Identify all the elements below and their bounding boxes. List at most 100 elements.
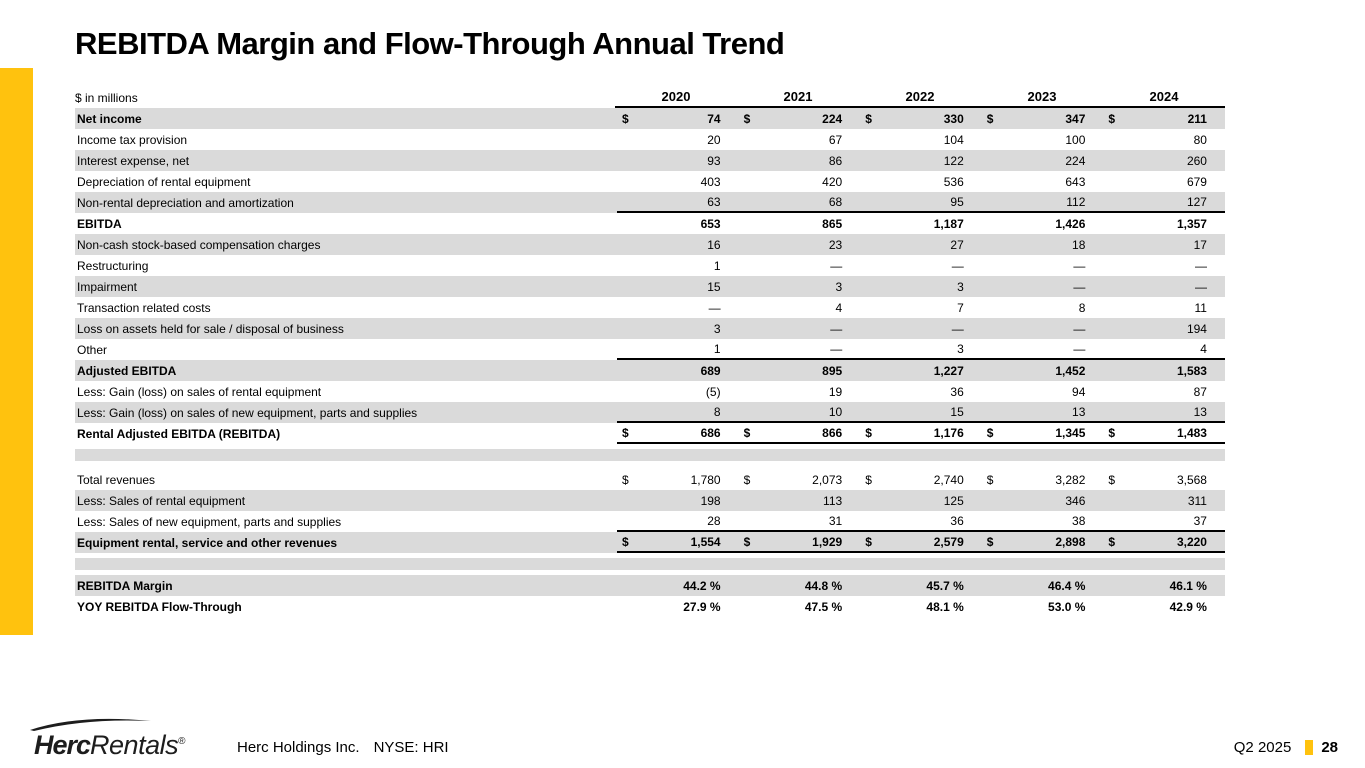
dollar-sign: $ <box>865 111 872 126</box>
cell-value: 679 <box>1186 174 1207 189</box>
table-cell: — <box>982 339 1104 358</box>
row-label: Interest expense, net <box>77 153 190 168</box>
table-cell: $1,345 <box>982 423 1104 442</box>
cell-value: — <box>1073 279 1086 294</box>
table-cell: 1 <box>617 255 739 276</box>
cell-value: 80 <box>1193 132 1207 147</box>
table-cell: $224 <box>739 108 861 129</box>
table-cell: 37 <box>1103 511 1225 530</box>
row-label: REBITDA Margin <box>77 578 173 593</box>
table-cell: 17 <box>1103 234 1225 255</box>
logo-herc: Herc <box>34 730 91 760</box>
quarter-label: Q2 2025 <box>1233 739 1292 756</box>
table-row: Rental Adjusted EBITDA (REBITDA) $686 $866… <box>75 423 1225 444</box>
cell-value: 15 <box>950 404 964 419</box>
dollar-sign: $ <box>865 534 872 549</box>
footer-right: Q2 2025 28 <box>1234 739 1338 756</box>
cell-value: 1,176 <box>933 425 964 440</box>
dollar-sign: $ <box>743 111 751 126</box>
table-cell: 93 <box>617 150 739 171</box>
table-spacer-row <box>75 449 1225 461</box>
slide-title: REBITDA Margin and Flow-Through Annual T… <box>75 26 785 61</box>
cell-value: 94 <box>1072 384 1086 399</box>
table-cell: 346 <box>982 490 1104 511</box>
cell-value: 8 <box>1078 300 1086 315</box>
cell-value: 1,554 <box>690 534 721 549</box>
cell-value: 1 <box>713 258 721 273</box>
cell-value: 44.2 % <box>683 578 721 593</box>
cell-value: 1,187 <box>933 216 964 231</box>
row-values: 16 23 27 18 17 <box>617 234 1225 255</box>
cell-value: 311 <box>1187 493 1207 508</box>
table-cell: 895 <box>739 360 861 381</box>
financial-table: $ in millions 2020 2021 2022 2023 2024 N… <box>75 88 1225 617</box>
table-cell: 16 <box>617 234 739 255</box>
cell-value: — <box>1194 258 1207 273</box>
cell-value: 86 <box>828 153 843 168</box>
cell-value: — <box>708 300 721 315</box>
cell-value: 536 <box>943 174 964 189</box>
table-cell: 46.1 % <box>1103 575 1225 596</box>
table-cell: 4 <box>1103 339 1225 358</box>
cell-value: 403 <box>700 174 721 189</box>
row-values: 1 — — — — <box>617 255 1225 276</box>
year-header-2021: 2021 <box>783 89 813 104</box>
row-values: $74 $224 $330 $347 $211 <box>617 108 1225 129</box>
table-cell: 15 <box>617 276 739 297</box>
row-values: 198 113 125 346 311 <box>617 490 1225 511</box>
table-row: Less: Gain (loss) on sales of new equipm… <box>75 402 1225 423</box>
dollar-sign: $ <box>986 534 994 549</box>
dollar-sign: $ <box>743 472 751 487</box>
table-row: REBITDA Margin 44.2 % 44.8 % 45.7 % 46.4 % 46… <box>75 575 1225 596</box>
table-cell: 7 <box>860 297 982 318</box>
table-cell: $74 <box>617 108 739 129</box>
table-cell: 311 <box>1103 490 1225 511</box>
table-cell: $1,554 <box>617 532 739 551</box>
cell-value: 23 <box>828 237 843 252</box>
cell-value: 260 <box>1186 153 1207 168</box>
table-cell: 28 <box>617 511 739 530</box>
cell-value: 68 <box>828 194 843 209</box>
table-cell: 1,426 <box>982 213 1104 234</box>
table-cell: $1,176 <box>860 423 982 442</box>
row-label: Equipment rental, service and other reve… <box>77 535 338 550</box>
table-cell: 3 <box>739 276 861 297</box>
table-cell: 94 <box>982 381 1104 402</box>
cell-value: 2,898 <box>1055 534 1086 549</box>
table-row: Less: Sales of new equipment, parts and … <box>75 511 1225 532</box>
table-cell: 1 <box>617 339 739 358</box>
table-cell: 127 <box>1103 192 1225 211</box>
cell-value: 10 <box>828 404 843 419</box>
dollar-sign: $ <box>743 534 751 549</box>
cell-value: 653 <box>700 216 721 231</box>
table-cell: 23 <box>739 234 861 255</box>
row-values: 1 — 3 — 4 <box>617 339 1225 360</box>
row-values: 3 — — — 194 <box>617 318 1225 339</box>
table-row: Less: Sales of rental equipment 198 113 125… <box>75 490 1225 511</box>
row-label: Income tax provision <box>77 132 188 147</box>
row-values: 93 86 122 224 260 <box>617 150 1225 171</box>
cell-value: (5) <box>705 384 721 399</box>
cell-value: 13 <box>1193 404 1207 419</box>
cell-value: 1,780 <box>690 472 721 487</box>
row-values: 28 31 36 38 37 <box>617 511 1225 532</box>
table-row: Total revenues $1,780 $2,073 $2,740 $3,282 $3… <box>75 469 1225 490</box>
table-cell: 4 <box>739 297 861 318</box>
table-cell: 1,227 <box>860 360 982 381</box>
cell-value: 1,357 <box>1176 216 1207 231</box>
cell-value: 87 <box>1193 384 1207 399</box>
cell-value: 643 <box>1065 174 1086 189</box>
cell-value: 27 <box>950 237 964 252</box>
table-cell: 27 <box>860 234 982 255</box>
table-cell: $330 <box>860 108 982 129</box>
cell-value: 19 <box>828 384 843 399</box>
row-values: 44.2 % 44.8 % 45.7 % 46.4 % 46.1 % <box>617 575 1225 596</box>
cell-value: 346 <box>1065 493 1086 508</box>
row-values: 20 67 104 100 80 <box>617 129 1225 150</box>
table-cell: 1,187 <box>860 213 982 234</box>
table-cell: $211 <box>1103 108 1225 129</box>
cell-value: — <box>1073 258 1086 273</box>
cell-value: — <box>830 321 843 336</box>
table-row: Non-rental depreciation and amortization… <box>75 192 1225 213</box>
table-cell: 87 <box>1103 381 1225 402</box>
